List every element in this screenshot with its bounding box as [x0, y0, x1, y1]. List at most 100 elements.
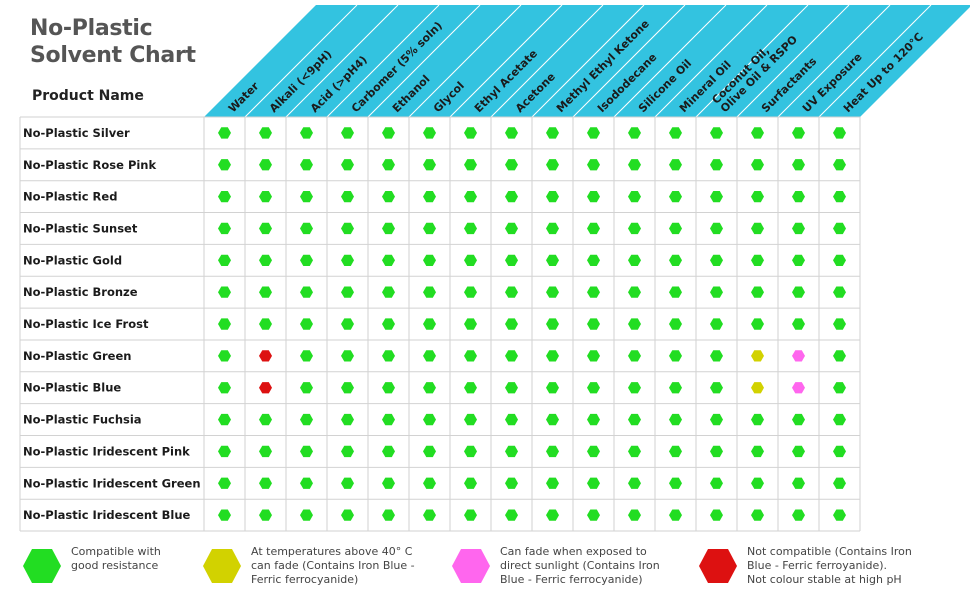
status-hexagon	[710, 191, 723, 203]
status-hexagon	[382, 382, 395, 394]
status-hexagon	[464, 509, 477, 521]
status-hexagon	[587, 413, 600, 426]
status-hexagon	[341, 222, 354, 235]
status-hexagon	[218, 445, 231, 458]
legend-compatible-hexagon	[23, 549, 61, 583]
status-hexagon	[218, 382, 231, 394]
status-hexagon	[751, 350, 764, 362]
product-name: No-Plastic Iridescent Green	[23, 476, 201, 490]
status-hexagon	[669, 413, 682, 426]
header-divider	[367, 4, 481, 118]
status-hexagon	[464, 222, 477, 235]
status-hexagon	[382, 413, 395, 426]
status-hexagon	[300, 254, 313, 266]
status-hexagon	[505, 127, 518, 139]
title-line-1: No-Plastic	[30, 16, 153, 41]
legend-not-compatible: Not compatible (Contains Iron Blue - Fer…	[698, 545, 912, 587]
status-hexagon	[587, 159, 600, 171]
status-hexagon	[546, 127, 559, 139]
status-hexagon	[546, 350, 559, 362]
status-hexagon	[587, 286, 600, 298]
status-hexagon	[669, 286, 682, 298]
status-hexagon	[751, 254, 764, 266]
status-hexagon	[587, 222, 600, 235]
status-hexagon	[382, 222, 395, 235]
header-divider	[285, 4, 399, 118]
header-divider	[408, 4, 522, 118]
status-hexagon	[505, 191, 518, 203]
status-hexagon	[833, 159, 846, 171]
status-hexagon	[833, 191, 846, 203]
status-hexagon	[259, 127, 272, 139]
status-hexagon	[669, 350, 682, 362]
status-hexagon	[423, 382, 436, 394]
status-hexagon	[792, 477, 805, 489]
status-hexagon	[423, 318, 436, 330]
status-hexagon	[587, 350, 600, 362]
status-hexagon	[710, 350, 723, 362]
status-hexagon	[300, 413, 313, 426]
status-hexagon	[259, 318, 272, 330]
header-divider	[736, 4, 850, 118]
status-hexagon	[382, 159, 395, 171]
status-hexagon	[464, 445, 477, 458]
status-hexagon	[792, 413, 805, 426]
status-hexagon	[341, 191, 354, 203]
status-hexagon	[628, 318, 641, 330]
status-hexagon	[792, 350, 805, 362]
status-hexagon	[710, 159, 723, 171]
status-hexagon	[751, 191, 764, 203]
product-name: No-Plastic Bronze	[23, 285, 138, 299]
status-hexagon	[710, 127, 723, 139]
status-hexagon	[833, 350, 846, 362]
status-hexagon	[710, 477, 723, 489]
product-name: No-Plastic Rose Pink	[23, 158, 156, 172]
status-hexagon	[505, 413, 518, 426]
status-hexagon	[505, 509, 518, 521]
product-name: No-Plastic Fuchsia	[23, 413, 142, 427]
status-hexagon	[423, 477, 436, 489]
header-divider	[244, 4, 358, 118]
legend-sunlight-fade-text: Can fade when exposed to direct sunlight…	[500, 545, 660, 586]
product-name: No-Plastic Gold	[23, 253, 122, 267]
status-hexagon	[423, 509, 436, 521]
status-hexagon	[833, 222, 846, 235]
product-name: No-Plastic Green	[23, 349, 131, 363]
status-hexagon	[423, 127, 436, 139]
status-hexagon	[382, 477, 395, 489]
status-hexagon	[546, 191, 559, 203]
status-hexagon	[710, 254, 723, 266]
status-hexagon	[587, 382, 600, 394]
status-hexagon	[587, 445, 600, 458]
status-hexagon	[833, 413, 846, 426]
status-hexagon	[628, 159, 641, 171]
legend-heat-fade-hexagon	[203, 549, 241, 583]
status-hexagon	[628, 127, 641, 139]
status-hexagon	[710, 445, 723, 458]
status-hexagon	[259, 222, 272, 235]
status-hexagon	[628, 222, 641, 235]
status-hexagon	[382, 286, 395, 298]
legend-sunlight-fade: Can fade when exposed to direct sunlight…	[451, 545, 660, 587]
status-hexagon	[464, 318, 477, 330]
status-hexagon	[751, 477, 764, 489]
status-hexagon	[792, 191, 805, 203]
status-hexagon	[300, 350, 313, 362]
status-hexagon	[300, 127, 313, 139]
status-hexagon	[628, 286, 641, 298]
status-hexagon	[751, 286, 764, 298]
chart-title: No-Plastic Solvent Chart	[30, 15, 196, 69]
status-hexagon	[341, 159, 354, 171]
status-hexagon	[505, 382, 518, 394]
status-hexagon	[505, 445, 518, 458]
status-hexagon	[218, 286, 231, 298]
legend-sunlight-fade-hexagon	[452, 549, 490, 583]
status-hexagon	[300, 159, 313, 171]
status-hexagon	[341, 350, 354, 362]
status-hexagon	[341, 254, 354, 266]
status-hexagon	[218, 477, 231, 489]
status-hexagon	[792, 127, 805, 139]
status-hexagon	[423, 222, 436, 235]
header-divider	[777, 4, 891, 118]
header-divider	[572, 4, 686, 118]
